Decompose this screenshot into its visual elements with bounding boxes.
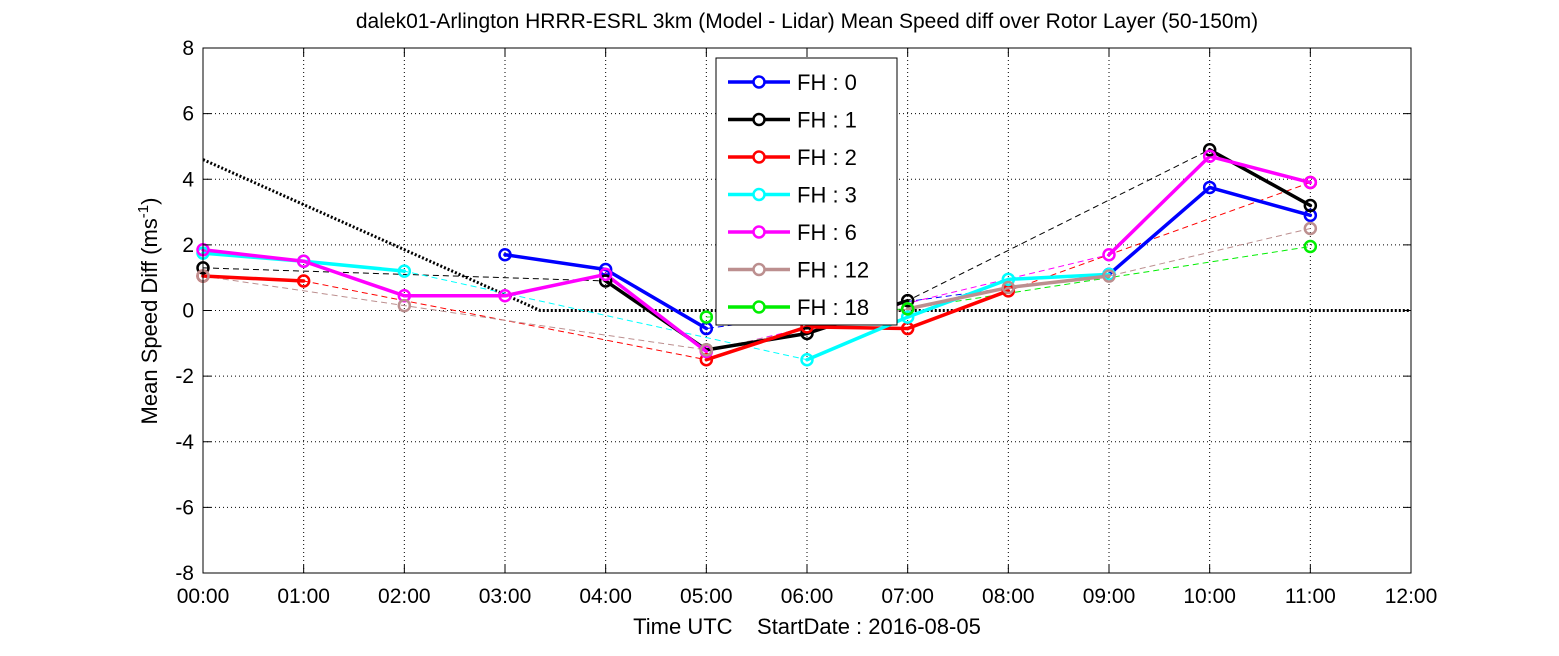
data-point-4 <box>1303 175 1318 190</box>
x-tick-label: 07:00 <box>881 585 934 608</box>
legend-box <box>715 57 898 326</box>
x-axis-label: Time UTC StartDate : 2016-08-05 <box>633 614 981 639</box>
legend-marker-0 <box>752 75 766 89</box>
legend-label-0: FH : 0 <box>797 70 857 95</box>
y-tick-label: 0 <box>182 300 194 323</box>
x-tick-label: 08:00 <box>982 585 1035 608</box>
y-axis-label: Mean Speed Diff (ms-1) <box>135 198 162 425</box>
data-point-0 <box>1202 180 1217 195</box>
series-segment-4 <box>201 248 306 264</box>
series-segment-2 <box>704 325 809 362</box>
x-tick-label: 12:00 <box>1385 585 1438 608</box>
x-tick-label: 04:00 <box>579 585 632 608</box>
data-point-4 <box>1102 247 1116 262</box>
series-segment-2 <box>905 289 1011 331</box>
data-point-1 <box>1202 142 1217 157</box>
x-tick-label: 03:00 <box>479 585 532 608</box>
y-tick-label: 2 <box>182 234 194 257</box>
data-point-5 <box>1102 269 1116 283</box>
series-segment-3 <box>1006 272 1111 282</box>
legend-label-1: FH : 1 <box>797 108 857 133</box>
legend-marker-2 <box>752 150 766 164</box>
x-tick-label: 01:00 <box>277 585 330 608</box>
data-point-1 <box>900 293 915 308</box>
data-point-5 <box>1001 280 1016 295</box>
data-point-6 <box>1303 239 1318 254</box>
legend-label-4: FH : 6 <box>797 220 857 245</box>
series-segment-4 <box>301 259 407 298</box>
data-point-6 <box>699 310 714 324</box>
y-tick-label: -4 <box>175 431 194 454</box>
y-tick-label: 6 <box>182 103 194 126</box>
series-segment-5 <box>905 285 1011 311</box>
x-tick-label: 10:00 <box>1183 585 1236 608</box>
y-axis-label-text: Mean Speed Diff (ms <box>137 218 162 424</box>
y-axis-label-superscript: -1 <box>135 205 152 218</box>
data-point-1 <box>1303 198 1318 213</box>
axis-ticks <box>202 47 1412 574</box>
y-tick-label: -6 <box>175 496 194 519</box>
data-point-3 <box>900 310 915 324</box>
series-segment-4 <box>503 272 608 298</box>
data-point-3 <box>800 352 814 367</box>
series-segment-0 <box>1107 185 1212 277</box>
series-segment-5 <box>1006 274 1111 290</box>
legend-marker-4 <box>752 225 766 239</box>
data-point-3 <box>397 264 412 278</box>
legend-label-2: FH : 2 <box>797 145 857 170</box>
x-tick-label: 05:00 <box>680 585 733 608</box>
reference-dotted-line <box>202 158 1411 312</box>
data-point-1 <box>598 274 613 288</box>
x-tick-label: 09:00 <box>1083 585 1136 608</box>
x-tick-label: 00:00 <box>177 585 230 608</box>
y-axis-label-end: ) <box>137 198 162 205</box>
series-segment-0 <box>503 252 608 272</box>
data-point-5 <box>1303 221 1318 236</box>
series-segment-4 <box>1207 154 1313 185</box>
legend-marker-1 <box>752 112 766 127</box>
data-point-3 <box>1001 272 1016 287</box>
data-point-5 <box>397 298 412 313</box>
data-point-4 <box>1202 149 1217 164</box>
data-point-0 <box>498 247 512 262</box>
data-point-1 <box>800 326 814 341</box>
y-tick-label: -8 <box>175 562 194 585</box>
y-tick-label: 4 <box>182 168 194 191</box>
x-tick-label: 11:00 <box>1285 585 1336 608</box>
y-tick-label: 8 <box>182 37 194 60</box>
y-axis-tick-labels: -8 -6 -4 -2 0 2 4 6 8 <box>175 37 194 585</box>
data-point-2 <box>296 274 311 288</box>
series-segment-3 <box>301 259 407 273</box>
legend-marker-6 <box>752 300 766 314</box>
legend-label-3: FH : 3 <box>797 183 857 208</box>
data-point-4 <box>598 267 613 282</box>
x-tick-label: 02:00 <box>378 585 431 608</box>
legend-label-6: FH : 18 <box>797 295 869 320</box>
y-tick-label: -2 <box>175 365 194 388</box>
legend-label-5: FH : 12 <box>797 258 869 283</box>
data-point-5 <box>699 343 714 357</box>
series-segment-2 <box>805 325 910 331</box>
series-segment-2 <box>201 274 306 283</box>
data-point-6 <box>900 302 915 316</box>
reference-line <box>202 158 1411 312</box>
data-point-4 <box>296 254 311 269</box>
legend: FH : 0 FH : 1 FH : 2 FH : 3 FH : 6 FH : 12 FH … <box>715 57 898 326</box>
chart-title: dalek01-Arlington HRRR-ESRL 3km (Model -… <box>356 10 1258 33</box>
series-segment-4 <box>1107 154 1212 257</box>
x-axis-tick-labels: 00:00 01:00 02:00 03:00 04:00 05:00 06:00 07:00… <box>177 585 1438 608</box>
legend-marker-5 <box>752 262 766 277</box>
x-tick-label: 06:00 <box>781 585 834 608</box>
legend-marker-3 <box>752 187 766 202</box>
data-point-4 <box>498 288 512 303</box>
series-segment-4 <box>603 272 709 354</box>
series-segment-0 <box>603 267 709 331</box>
series-segment-0 <box>1207 185 1313 218</box>
series-markers <box>196 142 1318 367</box>
